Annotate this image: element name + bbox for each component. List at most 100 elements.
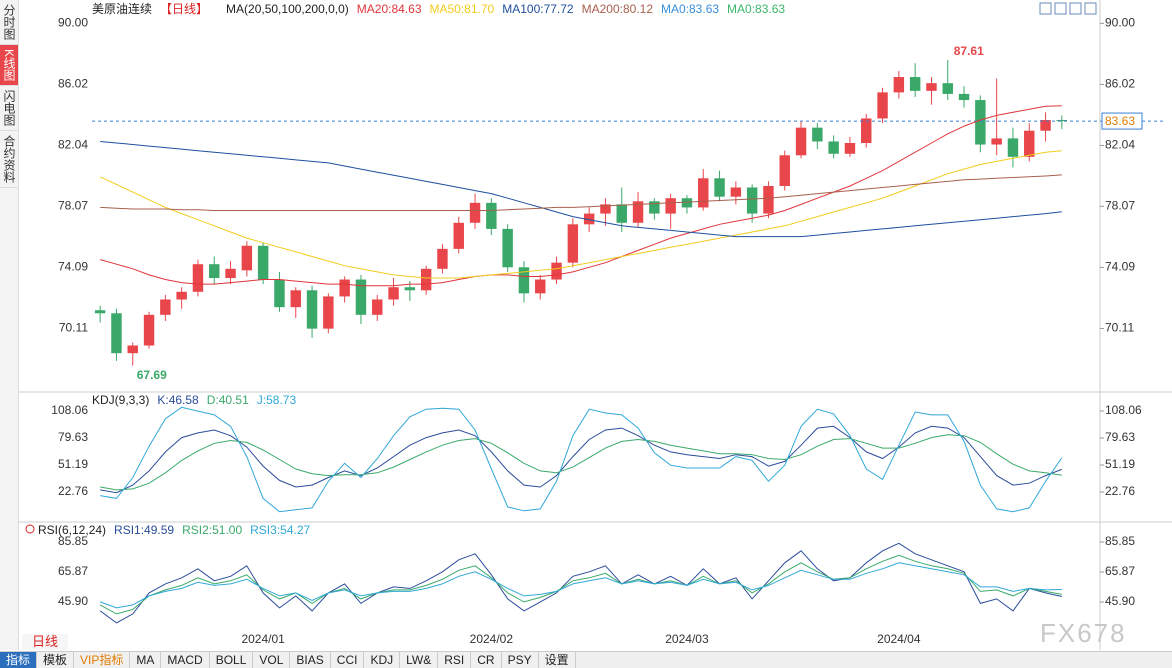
y-tick-label: 108.06	[1105, 403, 1142, 417]
candle-body	[355, 279, 367, 315]
candle-body	[274, 279, 285, 308]
y-tick-label: 65.87	[1105, 564, 1135, 578]
button[interactable]	[1054, 2, 1067, 15]
candle-body	[225, 268, 236, 279]
y-tick-label: 82.04	[1105, 138, 1135, 152]
candle-body	[746, 187, 758, 214]
toolbar-tab[interactable]: RSI	[438, 652, 472, 668]
candle-body	[616, 204, 627, 223]
button[interactable]	[1084, 2, 1097, 15]
indicator-line	[99, 150, 1062, 279]
toolbar-tab[interactable]: BOLL	[210, 652, 254, 668]
y-tick-label: 78.07	[1105, 199, 1135, 213]
candle-body	[665, 198, 676, 214]
toolbar-tab[interactable]: PSY	[502, 652, 539, 668]
candle-body	[437, 248, 448, 269]
period-tab[interactable]: 日线	[22, 634, 68, 650]
candle-body	[991, 138, 1002, 145]
candle-body	[535, 279, 546, 294]
legend-label: MA50:81.70	[430, 2, 495, 16]
candle-body	[111, 313, 122, 354]
y-tick-label: 90.00	[58, 16, 88, 30]
candle-body	[502, 228, 513, 268]
legend-label: RSI1:49.59	[114, 523, 174, 537]
toolbar-tab[interactable]: CCI	[331, 652, 365, 668]
legend-label: MA(20,50,100,200,0,0)	[226, 2, 349, 16]
toolbar-tab[interactable]: BIAS	[290, 652, 331, 668]
candle-body	[176, 291, 187, 300]
y-tick-label: 51.19	[1105, 457, 1135, 471]
toolbar-tab[interactable]: 设置	[539, 652, 576, 668]
y-tick-label: 86.02	[1105, 77, 1135, 91]
candle-body	[388, 287, 399, 300]
indicator-line	[100, 434, 1062, 491]
settings-icon[interactable]	[25, 524, 35, 534]
y-tick-label: 85.85	[1105, 534, 1135, 548]
button[interactable]	[1069, 2, 1082, 15]
candle-body	[241, 245, 253, 271]
candle-body	[893, 77, 905, 93]
candle-body	[1040, 119, 1051, 131]
candle-body	[372, 299, 383, 315]
candle-body	[714, 178, 725, 197]
candle-body	[257, 245, 269, 280]
legend-label: D:40.51	[207, 393, 249, 407]
toolbar: 指标 模板 VIP指标 MA MACD BOLL VOL BIAS CCI KDJ LW& RSI CR…	[0, 651, 1172, 668]
indicator-line	[100, 562, 1062, 609]
toolbar-tab[interactable]: VIP指标	[74, 652, 131, 668]
candle-body	[290, 290, 301, 308]
candle-body	[323, 296, 334, 329]
legend-label: K:46.58	[157, 393, 199, 407]
candle-body	[795, 127, 807, 156]
candle-body	[632, 201, 644, 223]
candle-body	[861, 118, 872, 144]
y-tick-label: 51.19	[58, 457, 88, 471]
candle-body	[160, 299, 171, 315]
candle-body	[453, 222, 464, 249]
high-label: 87.61	[954, 44, 984, 58]
candle-body	[420, 268, 432, 291]
y-tick-label: 86.02	[58, 77, 88, 91]
toolbar-tab[interactable]: KDJ	[364, 652, 401, 668]
y-tick-label: 108.06	[51, 403, 88, 417]
candle-body	[779, 155, 790, 186]
y-tick-label: 65.87	[58, 564, 88, 578]
y-tick-label: 74.09	[58, 260, 88, 274]
candle-body	[551, 262, 562, 280]
candle-body	[763, 185, 774, 214]
candle-body	[730, 187, 742, 197]
candle-body	[600, 204, 611, 214]
legend-label: MA20:84.63	[357, 2, 422, 16]
legend-label: J:58.73	[257, 393, 297, 407]
toolbar-tab[interactable]: MA	[130, 652, 162, 668]
y-tick-label: 90.00	[1105, 16, 1135, 30]
tab[interactable]: K线图	[0, 45, 18, 87]
toolbar-tab[interactable]: 指标	[0, 652, 38, 668]
tab[interactable]: 闪电图	[0, 86, 18, 132]
last-price-label: 83.63	[1105, 114, 1135, 128]
tab[interactable]: 分时图	[0, 0, 18, 45]
button[interactable]	[1039, 2, 1052, 15]
candle-body	[567, 224, 579, 263]
toolbar-tab[interactable]: VOL	[253, 652, 291, 668]
y-tick-label: 45.90	[58, 594, 88, 608]
legend-label: RSI(6,12,24)	[38, 523, 106, 537]
candle-body	[339, 279, 350, 297]
toolbar-tab[interactable]: 模板	[37, 652, 75, 668]
candle-body	[698, 178, 709, 208]
legend-label: RSI2:51.00	[182, 523, 242, 537]
candle-body	[1056, 119, 1068, 122]
toolbar-tab[interactable]: MACD	[161, 652, 210, 668]
window-buttons[interactable]	[1039, 2, 1097, 15]
indicator-line	[100, 174, 1062, 211]
candle-body	[583, 213, 595, 225]
legend-label: KDJ(9,3,3)	[92, 393, 149, 407]
legend-label: 【日线】	[160, 2, 208, 16]
candle-body	[975, 100, 986, 145]
toolbar-tab[interactable]: LW&	[400, 652, 439, 668]
toolbar-tab[interactable]: CR	[471, 652, 502, 668]
indicator-line	[99, 554, 1062, 615]
candle-body	[192, 264, 204, 292]
x-tick-label: 2024/02	[470, 632, 514, 646]
tab[interactable]: 合约资料	[0, 131, 18, 189]
